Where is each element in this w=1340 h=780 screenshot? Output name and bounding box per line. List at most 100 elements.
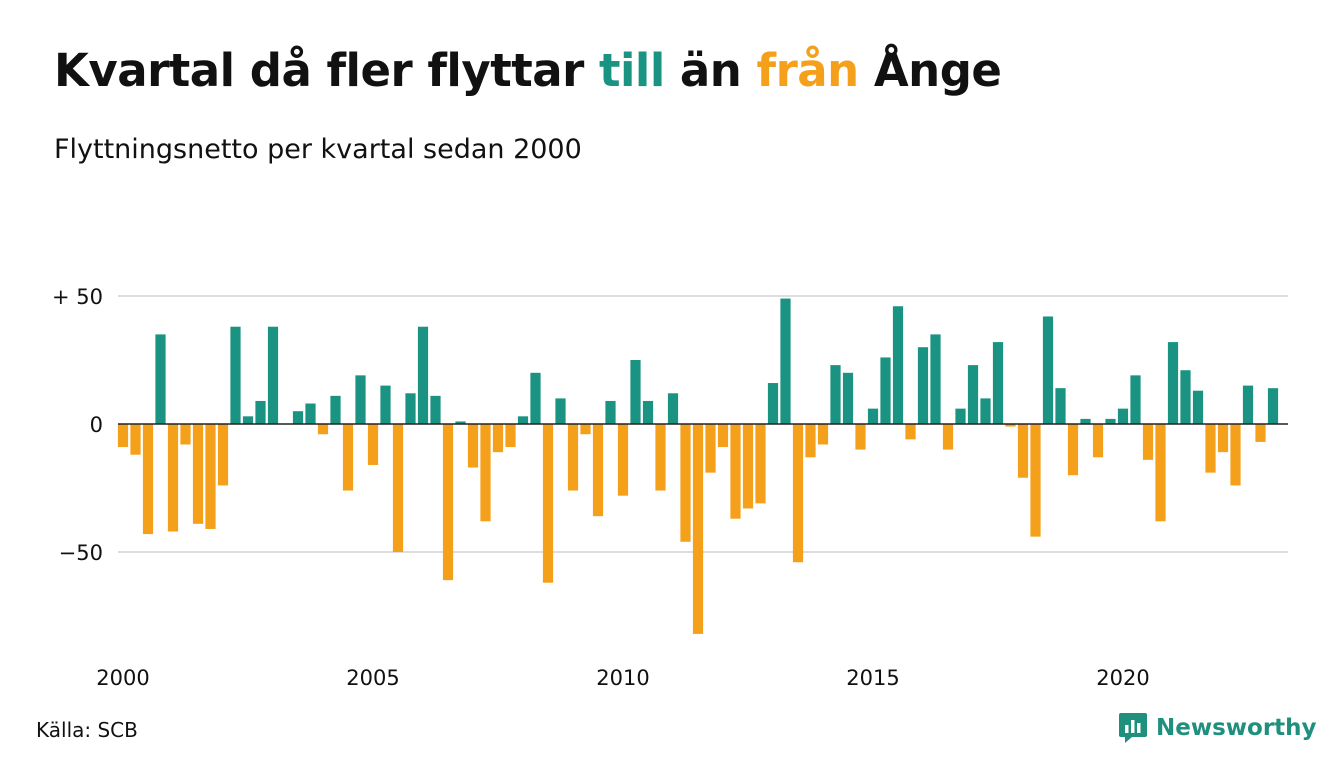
- bar: [905, 424, 916, 440]
- bar: [617, 424, 629, 496]
- bar: [1130, 375, 1141, 424]
- bar: [405, 393, 416, 424]
- bar: [492, 424, 504, 453]
- bar: [717, 424, 729, 448]
- bar: [467, 424, 479, 468]
- bar: [342, 424, 354, 491]
- newsworthy-logo-icon: [1119, 713, 1147, 743]
- bar: [592, 424, 604, 517]
- bar: [242, 416, 254, 424]
- bar: [967, 365, 979, 424]
- title-part3: Ånge: [858, 44, 1002, 97]
- bar: [455, 421, 466, 424]
- bar: [1217, 424, 1229, 453]
- bar: [130, 424, 141, 455]
- bar-chart: + 50 0 −50 2000 2005 2010 2015 2020: [52, 285, 1288, 690]
- bar: [1017, 424, 1029, 478]
- source-note: Källa: SCB: [36, 718, 138, 742]
- bar: [817, 424, 829, 445]
- bar: [1117, 408, 1129, 424]
- bar: [367, 424, 379, 465]
- bar: [780, 298, 791, 424]
- bar: [180, 424, 191, 445]
- title-highlight-fran: från: [756, 44, 860, 97]
- bar: [1030, 424, 1041, 537]
- bar: [167, 424, 179, 532]
- y-tick-label: −50: [59, 541, 103, 565]
- bar: [380, 385, 391, 424]
- bar: [1192, 390, 1204, 424]
- bar: [1142, 424, 1154, 460]
- chart-subtitle: Flyttningsnetto per kvartal sedan 2000: [54, 134, 582, 165]
- bar: [1080, 418, 1091, 424]
- bar: [430, 395, 441, 424]
- x-tick-label: 2000: [96, 666, 149, 690]
- y-tick-label: 0: [90, 413, 103, 437]
- bar: [805, 424, 816, 458]
- bar: [355, 375, 366, 424]
- bar: [880, 357, 891, 424]
- x-tick-label: 2010: [596, 666, 649, 690]
- bar: [255, 400, 266, 424]
- title-part1: Kvartal då fler flyttar: [54, 44, 599, 97]
- bar: [1092, 424, 1104, 458]
- bar: [1005, 424, 1016, 427]
- bar: [1042, 316, 1054, 424]
- bar: [830, 365, 841, 424]
- bar: [392, 424, 404, 552]
- bar: [505, 424, 516, 448]
- bar: [1055, 388, 1066, 424]
- bar: [1067, 424, 1079, 476]
- bar: [1230, 424, 1241, 486]
- bar: [155, 334, 166, 424]
- bar: [1267, 388, 1279, 424]
- bar: [642, 400, 654, 424]
- bar: [730, 424, 741, 519]
- x-tick-label: 2005: [346, 666, 399, 690]
- bar: [705, 424, 716, 473]
- bar: [417, 326, 429, 424]
- brand-logo: Newsworthy: [1118, 712, 1317, 744]
- bar: [480, 424, 491, 522]
- bar: [605, 400, 616, 424]
- title-part2: än: [664, 44, 757, 97]
- bar: [230, 326, 241, 424]
- bar: [580, 424, 591, 435]
- y-tick-label: + 50: [52, 285, 103, 309]
- bar: [867, 408, 879, 424]
- bar: [755, 424, 766, 504]
- bar: [555, 398, 566, 424]
- bar: [205, 424, 216, 529]
- bar: [442, 424, 454, 581]
- x-tick-label: 2015: [846, 666, 899, 690]
- bar: [842, 372, 854, 424]
- bar: [542, 424, 554, 583]
- bar: [955, 408, 966, 424]
- bar: [980, 398, 991, 424]
- bar: [267, 326, 279, 424]
- bar: [192, 424, 204, 524]
- bar: [917, 347, 929, 424]
- bar: [1242, 385, 1254, 424]
- bar: [530, 372, 541, 424]
- chart-title: Kvartal då fler flyttar till än från Ång…: [54, 44, 1002, 97]
- bar: [117, 424, 129, 448]
- bar: [942, 424, 954, 450]
- bar: [667, 393, 679, 424]
- bar: [330, 395, 341, 424]
- bar: [1167, 342, 1179, 424]
- bar: [1155, 424, 1166, 522]
- bar: [217, 424, 229, 486]
- bar: [567, 424, 579, 491]
- bar: [930, 334, 941, 424]
- bar: [630, 360, 641, 424]
- bar: [767, 383, 779, 424]
- bar: [1205, 424, 1216, 473]
- bar: [517, 416, 529, 424]
- title-highlight-till: till: [598, 44, 665, 97]
- bar: [305, 403, 316, 424]
- bar: [855, 424, 866, 450]
- bar: [142, 424, 154, 535]
- bar: [1105, 418, 1116, 424]
- bar: [792, 424, 804, 563]
